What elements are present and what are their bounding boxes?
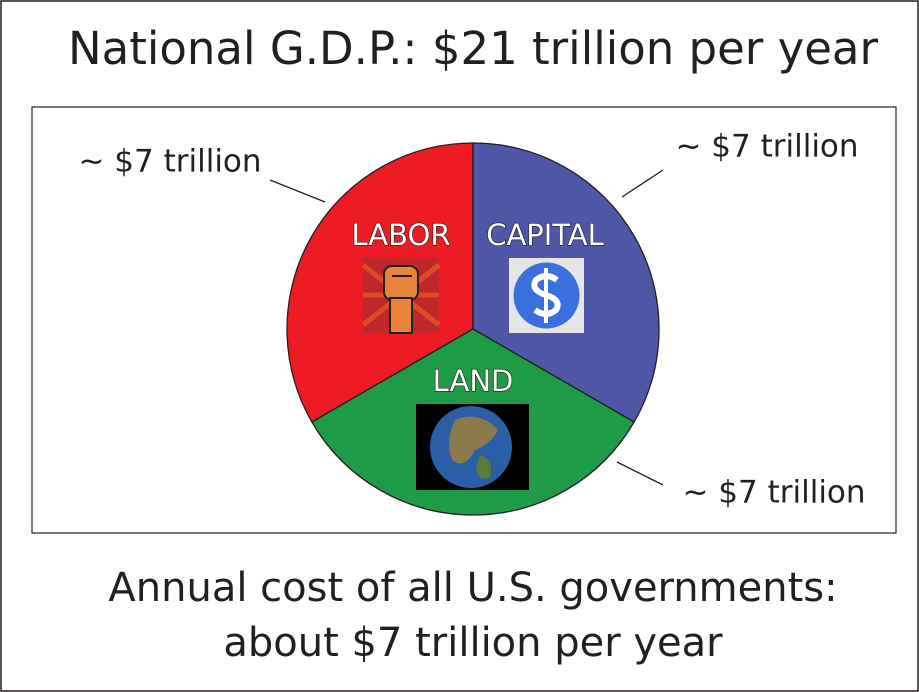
leader-line [269, 179, 326, 203]
annotation: about $7 trillion per year [223, 620, 723, 666]
annotation: Annual cost of all U.S. governments: [108, 565, 837, 611]
slice-name: LABOR [351, 218, 450, 252]
slice-name: CAPITAL [486, 218, 604, 252]
leader-lines [269, 169, 664, 486]
value-label: ~ $7 trillion [682, 475, 865, 511]
leader-line [621, 169, 664, 198]
icons [361, 257, 584, 490]
land-icon [416, 404, 529, 490]
value-label: ~ $7 trillion [675, 129, 858, 165]
capital-icon [509, 258, 584, 333]
chart-title: National G.D.P.: $21 trillion per year [68, 22, 878, 75]
leader-line [616, 461, 664, 486]
labor-icon [361, 257, 441, 334]
slice-name: LAND [433, 364, 514, 398]
value-label: ~ $7 trillion [78, 144, 261, 180]
